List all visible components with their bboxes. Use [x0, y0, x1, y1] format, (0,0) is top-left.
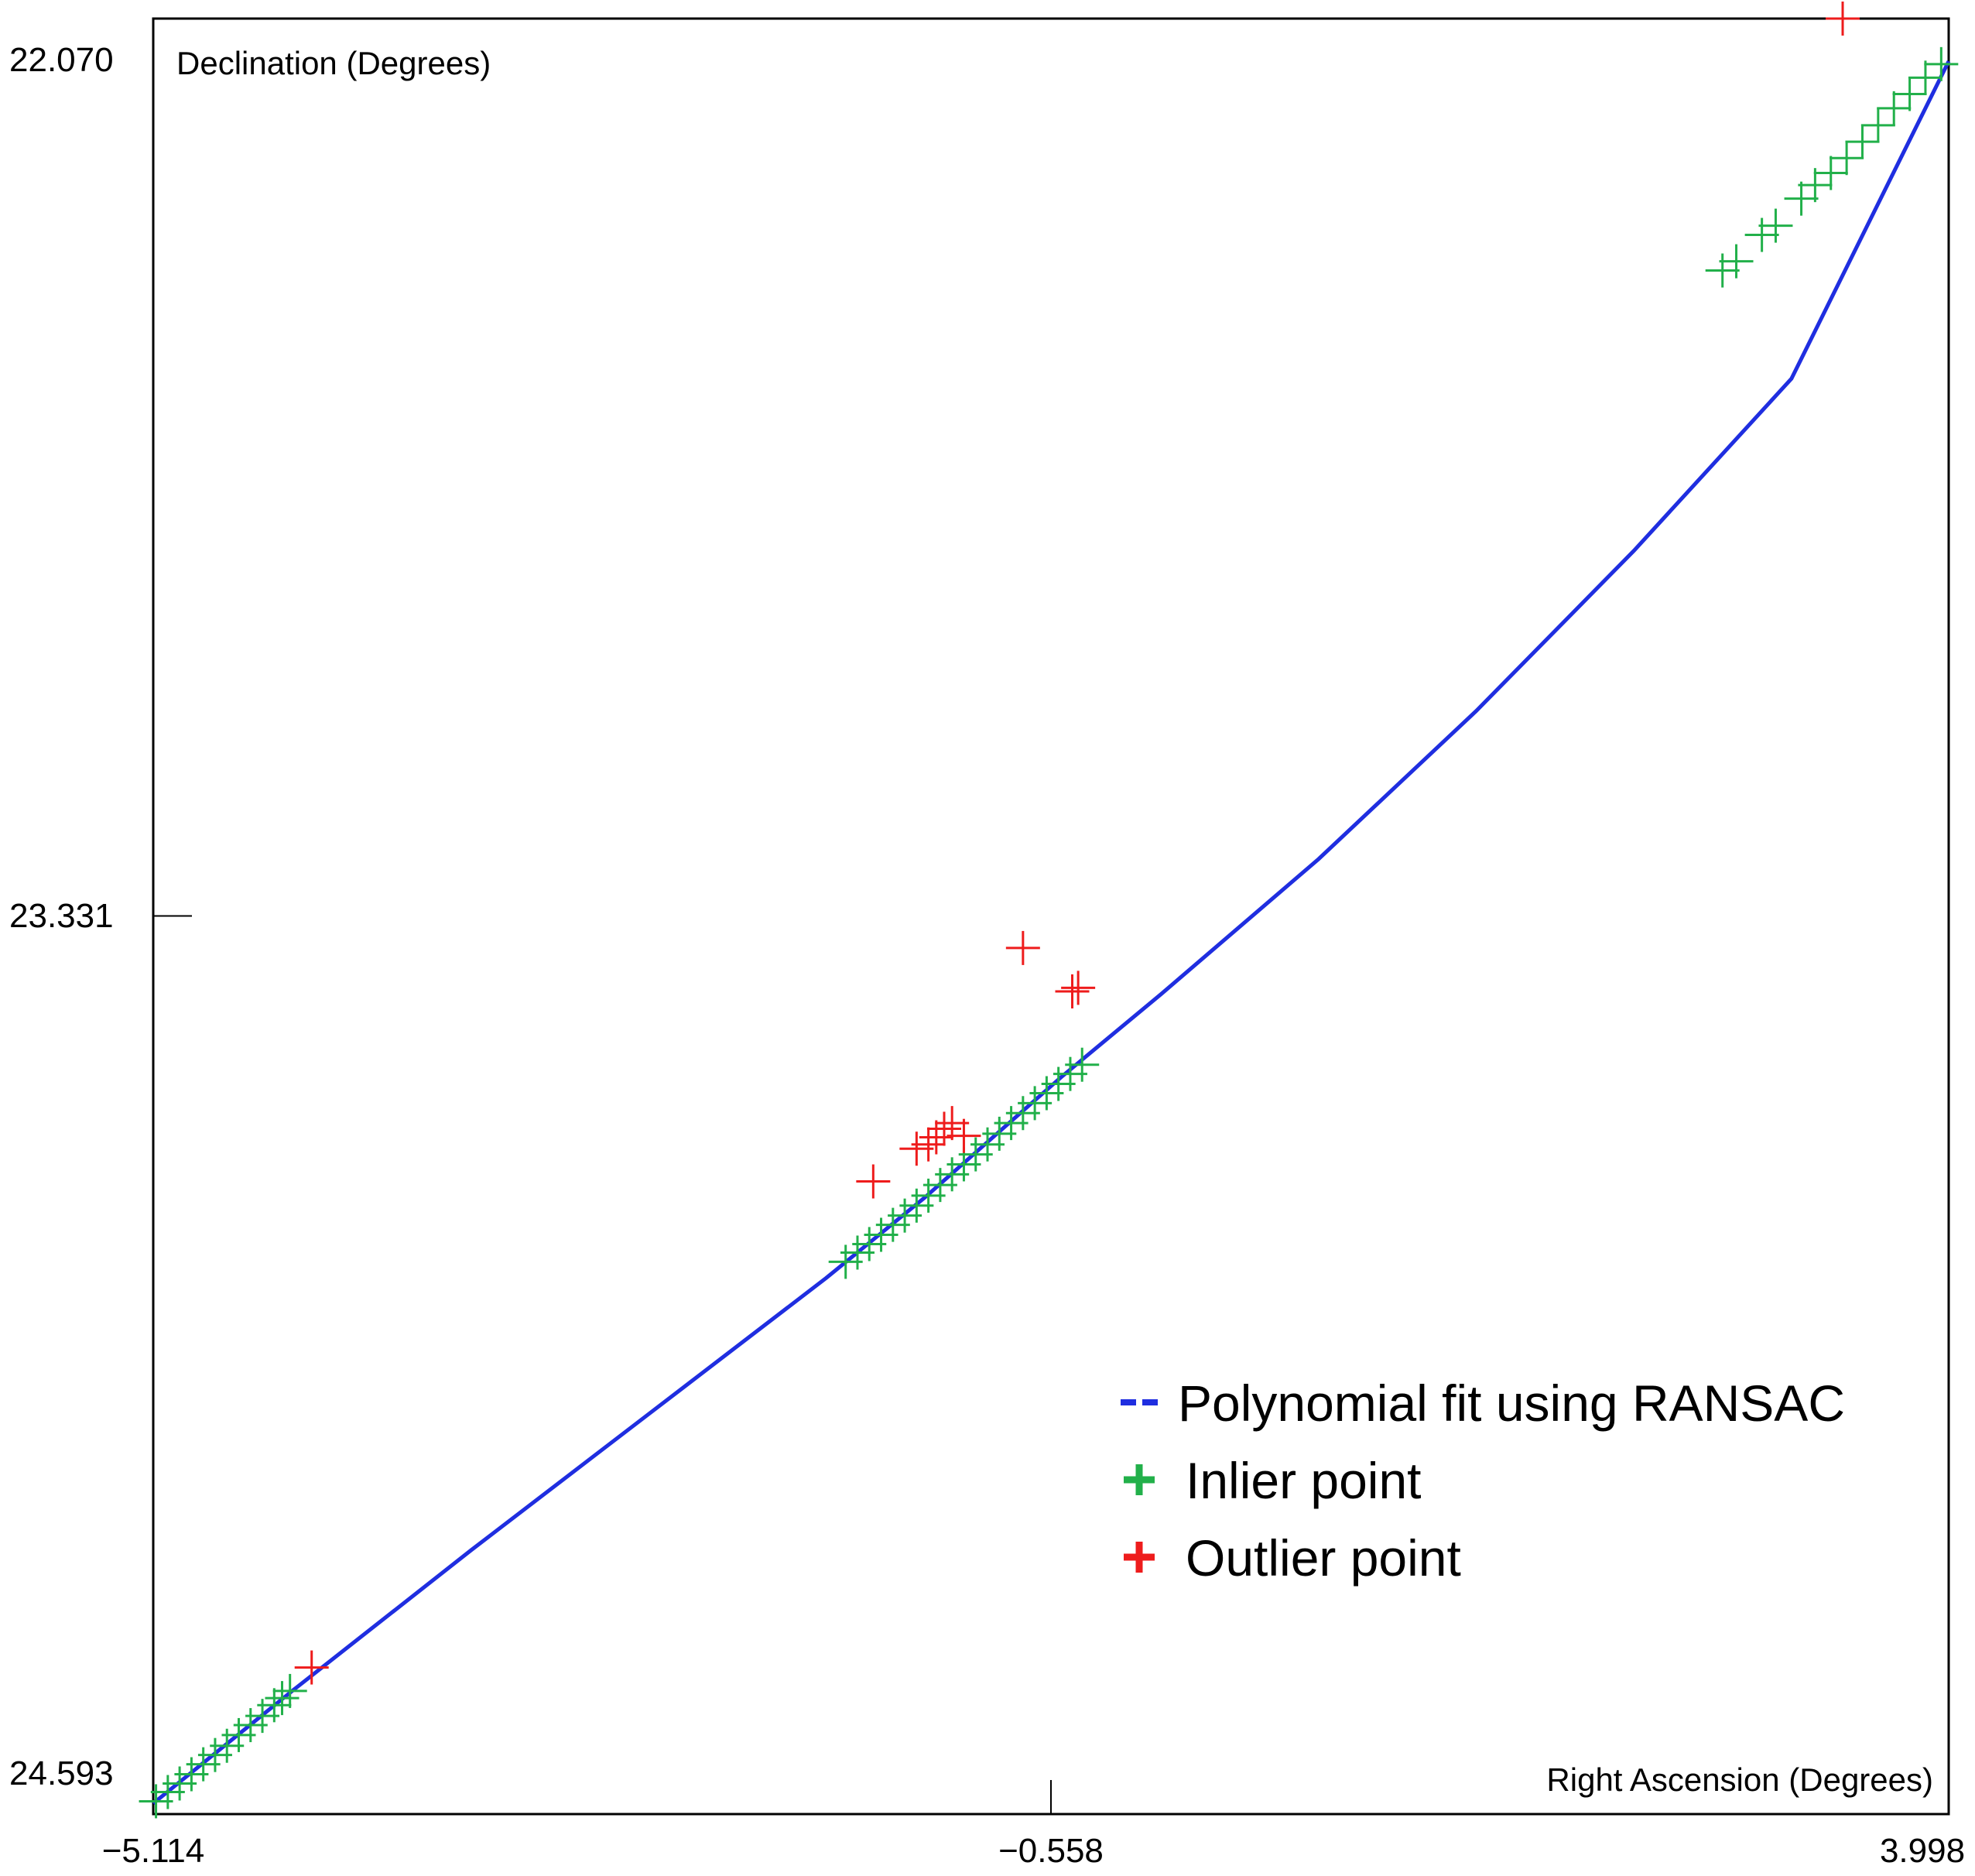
x-tick-label-min: −5.114	[102, 1832, 205, 1870]
legend-inlier-label: Inlier point	[1186, 1452, 1422, 1509]
outlier-point	[1055, 974, 1090, 1009]
inlier-point	[1744, 217, 1779, 252]
plot-frame	[152, 17, 1950, 1816]
legend-inlier-swatch	[1124, 1464, 1155, 1495]
outlier-point	[927, 1111, 962, 1146]
outlier-point	[294, 1650, 329, 1685]
y-axis-label: Declination (Degrees)	[176, 45, 491, 81]
outlier-point	[911, 1127, 946, 1162]
x-axis-label: Right Ascension (Degrees)	[1546, 1761, 1933, 1798]
y-tick-label-top: 22.070	[9, 41, 114, 79]
outlier-point	[856, 1164, 891, 1199]
inlier-point	[1719, 244, 1754, 279]
legend-fit-label: Polynomial fit using RANSAC	[1178, 1374, 1845, 1432]
outlier-point	[1005, 930, 1040, 965]
legend-outlier-label: Outlier point	[1186, 1529, 1461, 1587]
inlier-point	[1892, 77, 1927, 111]
inlier-point	[1830, 141, 1864, 176]
inlier-point	[265, 1681, 300, 1716]
inlier-point	[1784, 181, 1819, 216]
points-layer	[139, 2, 1959, 1819]
inlier-point	[1908, 60, 1942, 95]
x-tick-label-mid: −0.558	[998, 1832, 1104, 1870]
inlier-point	[1877, 91, 1912, 125]
tick-marks	[153, 915, 1052, 1814]
fit-line	[152, 60, 1951, 1806]
inlier-point	[1860, 108, 1895, 142]
inlier-point	[272, 1673, 307, 1708]
outlier-point	[1826, 2, 1860, 36]
fit-line-layer	[152, 60, 1951, 1806]
outlier-point	[919, 1120, 953, 1155]
inlier-point	[1924, 46, 1959, 81]
legend: Polynomial fit using RANSAC Inlier point…	[1121, 1374, 1845, 1587]
y-tick-label-bottom: 24.593	[9, 1754, 114, 1792]
inlier-point	[1065, 1047, 1100, 1082]
inlier-point	[1758, 208, 1793, 243]
inlier-point	[1705, 253, 1740, 288]
outlier-point	[946, 1118, 981, 1153]
y-tick-label-mid: 23.331	[9, 897, 114, 935]
outlier-point	[1061, 971, 1096, 1005]
inlier-point	[1845, 125, 1880, 159]
legend-outlier-swatch	[1124, 1542, 1155, 1573]
inlier-point	[1813, 156, 1848, 190]
inlier-point	[257, 1688, 292, 1723]
x-tick-label-max: 3.998	[1880, 1832, 1965, 1870]
